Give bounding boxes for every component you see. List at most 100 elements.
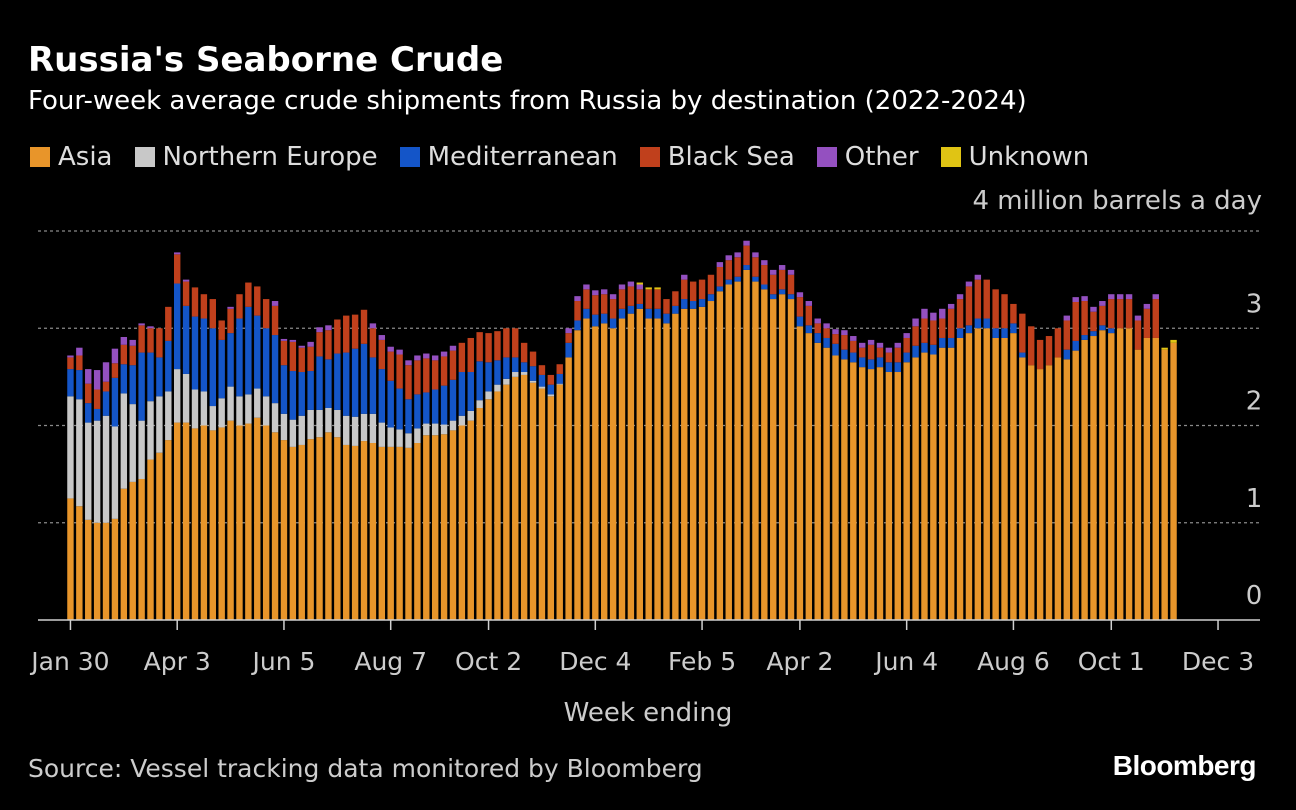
bar-northern-europe	[156, 396, 163, 453]
bar-asia	[173, 422, 181, 620]
bar-other	[770, 269, 777, 275]
bar-asia	[343, 444, 350, 620]
legend-label-unknown: Unknown	[968, 142, 1090, 172]
bar-asia	[369, 443, 377, 620]
bar-black-sea	[583, 289, 590, 309]
bar-northern-europe	[547, 394, 555, 397]
bar-black-sea	[636, 289, 643, 304]
bar-asia	[965, 333, 973, 620]
bar-black-sea	[512, 328, 519, 358]
bar-mediterranean	[254, 315, 261, 389]
x-axis-title: Week ending	[563, 698, 733, 728]
bar-black-sea	[360, 309, 368, 344]
bar-asia	[725, 284, 732, 620]
bar-asia	[120, 488, 128, 620]
y-tick-label: 1	[1246, 484, 1263, 514]
bar-asia	[983, 328, 990, 620]
bar-asia	[947, 347, 955, 620]
bar-mediterranean	[369, 357, 377, 414]
bar-mediterranean	[663, 313, 670, 324]
bar-black-sea	[111, 363, 119, 378]
bar-other	[280, 338, 288, 341]
bar-asia	[1010, 333, 1017, 620]
bar-northern-europe	[316, 409, 323, 438]
bar-black-sea	[681, 279, 688, 300]
bar-northern-europe	[111, 426, 119, 519]
bar-asia	[814, 342, 821, 620]
bar-other	[387, 346, 394, 352]
bar-northern-europe	[538, 386, 546, 389]
bar-black-sea	[965, 286, 973, 326]
bar-black-sea	[1054, 328, 1062, 358]
bar-asia	[138, 478, 145, 620]
bar-other	[681, 274, 688, 280]
bar-asia	[618, 318, 626, 620]
bar-other	[298, 345, 305, 348]
bar-black-sea	[449, 350, 457, 380]
legend-item-black-sea: Black Sea	[639, 142, 795, 172]
bar-asia	[841, 359, 848, 620]
bar-black-sea	[805, 305, 813, 326]
bar-other	[912, 318, 919, 327]
bar-asia	[805, 333, 813, 620]
bar-black-sea	[396, 354, 403, 389]
bar-asia	[1125, 328, 1133, 620]
bar-asia	[992, 337, 999, 620]
bar-asia	[565, 357, 572, 620]
bar-asia	[85, 519, 92, 620]
bar-other	[832, 329, 839, 335]
bar-other	[574, 296, 581, 302]
bar-black-sea	[378, 339, 386, 370]
bar-other	[636, 284, 643, 290]
bar-asia	[796, 326, 804, 620]
bar-black-sea	[787, 274, 795, 295]
bar-black-sea	[1125, 299, 1133, 329]
bar-black-sea	[618, 289, 626, 309]
bar-asia	[787, 299, 795, 620]
bar-mediterranean	[627, 305, 635, 314]
bar-asia	[538, 388, 546, 620]
bloomberg-logo: Bloomberg	[1112, 750, 1257, 781]
bar-asia	[1090, 336, 1097, 620]
x-tick-label: Aug 6	[977, 647, 1050, 676]
bar-black-sea	[823, 328, 830, 338]
bar-black-sea	[1134, 320, 1142, 350]
bar-mediterranean	[556, 373, 563, 384]
bar-black-sea	[254, 286, 261, 316]
bar-asia	[227, 420, 234, 620]
bar-mediterranean	[200, 318, 208, 392]
bar-asia	[165, 440, 172, 620]
bar-black-sea	[983, 279, 990, 319]
bar-mediterranean	[1072, 340, 1079, 351]
bar-other	[592, 290, 599, 296]
bar-black-sea	[76, 355, 83, 371]
bar-northern-europe	[76, 399, 83, 507]
bar-northern-europe	[200, 391, 208, 426]
chart-title: Russia's Seaborne Crude	[28, 40, 504, 80]
bar-black-sea	[609, 299, 617, 319]
bar-mediterranean	[743, 265, 750, 270]
bar-other	[876, 342, 884, 348]
bar-black-sea	[912, 326, 919, 346]
bar-asia	[592, 326, 599, 620]
bar-asia	[689, 308, 697, 620]
bar-northern-europe	[147, 401, 154, 460]
bar-black-sea	[761, 265, 768, 285]
bar-northern-europe	[93, 420, 101, 523]
bar-asia	[476, 407, 483, 620]
bar-black-sea	[956, 299, 964, 329]
bar-mediterranean	[592, 314, 599, 327]
bar-asia	[111, 518, 119, 620]
bar-mediterranean	[574, 320, 581, 331]
bar-black-sea	[672, 291, 679, 306]
bar-black-sea	[930, 320, 937, 345]
bar-asia	[316, 437, 323, 620]
bar-mediterranean	[850, 352, 857, 363]
y-tick-label: 2	[1246, 387, 1263, 417]
bar-mediterranean	[512, 357, 519, 373]
bar-mediterranean	[921, 342, 928, 353]
bar-mediterranean	[609, 318, 617, 329]
bar-mediterranean	[974, 318, 982, 329]
bar-black-sea	[707, 274, 715, 295]
bar-other	[858, 342, 866, 348]
